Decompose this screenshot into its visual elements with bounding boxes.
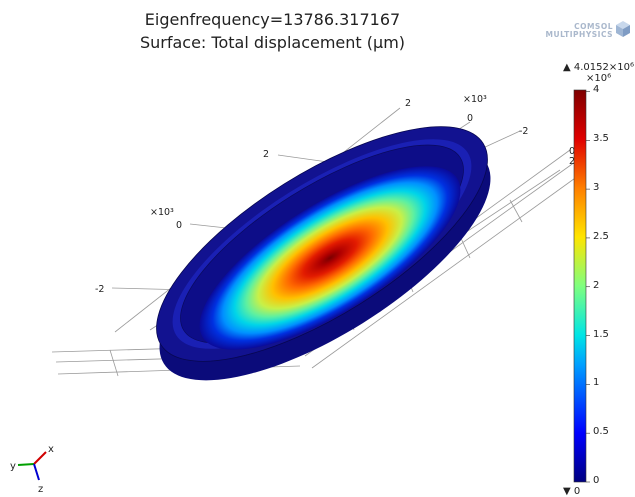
axis-label-top-neg2: -2 bbox=[519, 126, 528, 137]
colorbar-tick-label: 3.5 bbox=[593, 133, 609, 145]
logo-cube-icon bbox=[616, 21, 630, 37]
disc-model bbox=[156, 126, 491, 381]
axis-label-top-0: 0 bbox=[467, 113, 473, 124]
logo-text-1: COMSOL bbox=[574, 22, 613, 31]
colorbar-tick-label: 2.5 bbox=[593, 230, 609, 242]
colorbar-tick-label: 2 bbox=[593, 279, 600, 291]
comsol-logo: COMSOL MULTIPHYSICS bbox=[543, 20, 633, 42]
triad-y-label: y bbox=[10, 461, 16, 472]
colorbar-tick-label: 3 bbox=[593, 182, 600, 194]
axis-label-right-0: 0 bbox=[569, 146, 575, 157]
plot-title: Eigenfrequency=13786.317167 bbox=[144, 10, 401, 29]
axis-label-left-exp: ×10³ bbox=[150, 207, 174, 218]
axis-label-top-exp: ×10³ bbox=[463, 94, 487, 105]
colorbar-tick-label: 4 bbox=[593, 84, 600, 96]
colorbar-tick-label: 1.5 bbox=[593, 328, 609, 340]
colorbar-exponent-label: ×10⁶ bbox=[586, 73, 612, 84]
axis-label-left-0: 0 bbox=[176, 220, 182, 231]
logo-text-2: MULTIPHYSICS bbox=[545, 30, 613, 39]
colorbar-tick-label: 0.5 bbox=[593, 426, 609, 438]
colorbar-tick-label: 0 bbox=[593, 475, 600, 486]
colorbar-gradient bbox=[573, 89, 587, 483]
axis-triad-icon: x y z bbox=[10, 444, 54, 495]
colorbar-ticks bbox=[586, 91, 590, 483]
colorbar-max-label: ▲ 4.0152×10⁶ bbox=[563, 62, 634, 73]
axis-label-top-2: 2 bbox=[405, 98, 411, 109]
colorbar bbox=[573, 89, 590, 483]
plot-subtitle: Surface: Total displacement (µm) bbox=[139, 33, 406, 52]
colorbar-tick-label: 1 bbox=[593, 377, 600, 389]
axis-label-left-neg2: -2 bbox=[95, 284, 104, 295]
triad-x-label: x bbox=[48, 444, 54, 455]
colorbar-min-label: ▼ 0 bbox=[563, 486, 581, 497]
axis-label-left-2: 2 bbox=[263, 149, 269, 160]
axis-label-right-2: 2 bbox=[569, 156, 575, 167]
triad-z-label: z bbox=[38, 484, 43, 495]
